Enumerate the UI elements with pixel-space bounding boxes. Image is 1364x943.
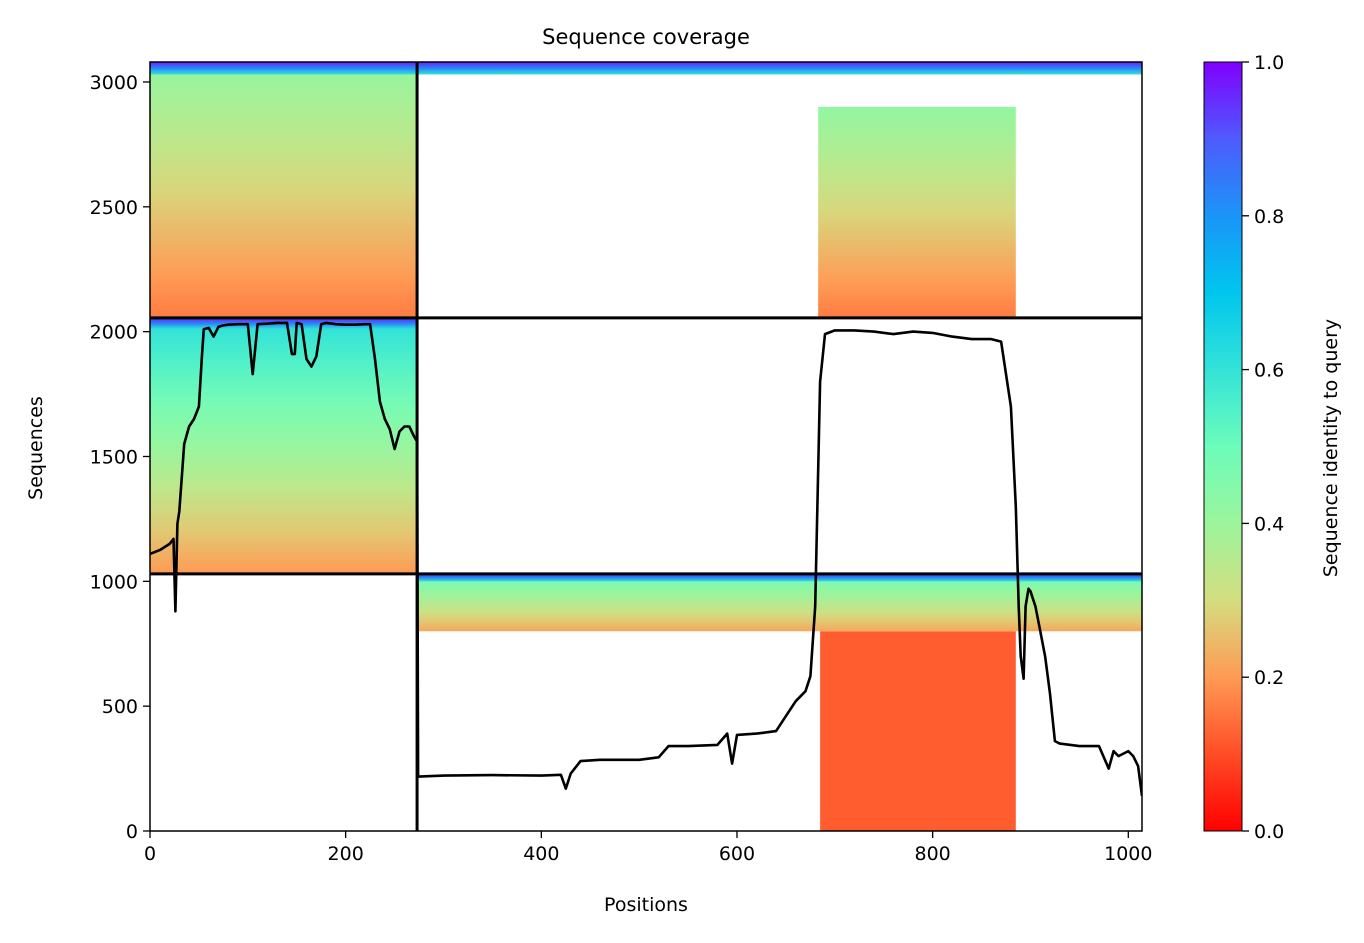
coverage-line <box>150 321 1142 797</box>
y-tick-label: 1000 <box>90 571 138 593</box>
coverage-block-chain-A-self <box>150 317 418 574</box>
y-tick-label: 3000 <box>90 72 138 94</box>
coverage-heatmap <box>150 62 1142 831</box>
colorbar-tick-label: 0.2 <box>1254 667 1284 689</box>
y-tick-label: 2500 <box>90 197 138 219</box>
coverage-block-chain-B-domain-self <box>820 631 1016 831</box>
coverage-block-chain-B-domain-paired <box>818 106 1016 318</box>
x-tick-label: 1000 <box>1104 843 1152 865</box>
x-axis-ticks: 0 200 400 600 800 1000 <box>144 831 1152 865</box>
chart-title: Sequence coverage <box>542 25 750 49</box>
y-tick-label: 1500 <box>90 446 138 468</box>
x-tick-label: 400 <box>523 843 559 865</box>
chain-b-high-identity-band <box>417 573 1142 582</box>
colorbar-tick-label: 0.8 <box>1254 206 1284 228</box>
colorbar-tick-label: 1.0 <box>1254 52 1284 74</box>
colorbar-tick-label: 0.6 <box>1254 360 1284 382</box>
y-tick-label: 0 <box>126 821 138 843</box>
colorbar-tick-label: 0.4 <box>1254 513 1284 535</box>
x-tick-label: 600 <box>719 843 755 865</box>
y-tick-label: 500 <box>102 696 138 718</box>
colorbar <box>1203 61 1243 832</box>
coverage-block-chain-A-paired <box>150 62 418 318</box>
colorbar-ticks: 0.0 0.2 0.4 0.6 0.8 1.0 <box>1242 52 1284 843</box>
y-tick-label: 2000 <box>90 322 138 344</box>
y-axis-label: Sequences <box>25 396 47 500</box>
x-tick-label: 0 <box>144 843 156 865</box>
y-axis-ticks: 0 500 1000 1500 2000 2500 3000 <box>90 72 150 843</box>
coverage-line-layer <box>150 321 1142 797</box>
paired-high-identity-band <box>150 62 1142 75</box>
x-tick-label: 200 <box>328 843 364 865</box>
colorbar-tick-label: 0.0 <box>1254 821 1284 843</box>
plot-frame <box>149 61 1143 832</box>
x-axis-label: Positions <box>604 894 688 916</box>
colorbar-label: Sequence identity to query <box>1320 319 1342 577</box>
coverage-block-chain-B-full-self <box>417 573 1142 632</box>
x-tick-label: 800 <box>915 843 951 865</box>
